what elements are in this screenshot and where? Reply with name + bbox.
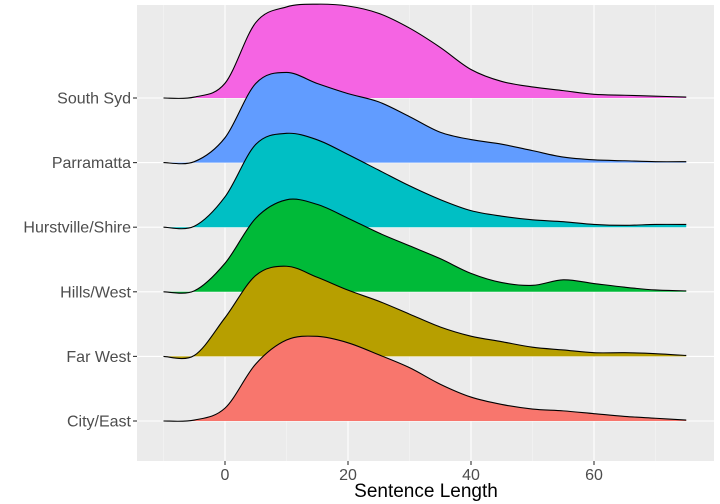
ridge-fill-far-west (163, 266, 687, 359)
y-tick-label-hurstville-shire: Hurstville/Shire (23, 220, 131, 237)
x-tick-label: 0 (221, 467, 230, 484)
y-tick-label-city-east: City/East (67, 414, 132, 431)
y-tick-label-parramatta: Parramatta (52, 155, 131, 172)
x-tick-label: 60 (585, 467, 603, 484)
ridge-outline-city-east (163, 335, 687, 422)
x-axis-title: Sentence Length (354, 481, 498, 502)
ridge-outline-far-west (163, 265, 687, 360)
y-tick-label-far-west: Far West (66, 349, 131, 366)
x-axis: 0 20 40 60 (221, 461, 603, 484)
ridge-outline-hills-west (163, 198, 687, 294)
x-tick-label: 20 (339, 467, 357, 484)
y-tick-label-south-syd: South Syd (57, 91, 131, 108)
y-axis: City/East Far West Hills/West Hurstville/Sh… (23, 91, 137, 431)
ridge-outline-south-syd (163, 3, 687, 99)
x-tick-label: 40 (462, 467, 480, 484)
ridge-outline-hurstville-shire (163, 132, 687, 230)
y-tick-label-hills-west: Hills/West (60, 284, 131, 301)
ridge-fill-city-east (163, 336, 687, 422)
ridge-outline-parramatta (163, 71, 687, 165)
density-ridges (163, 3, 687, 422)
